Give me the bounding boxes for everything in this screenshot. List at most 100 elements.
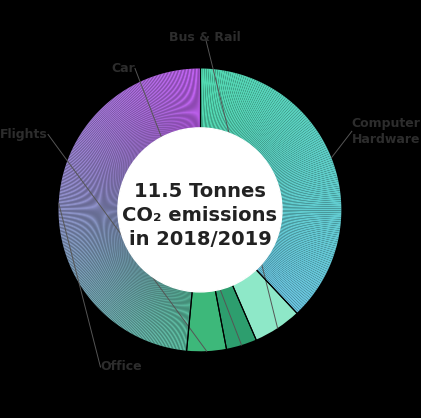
Wedge shape (68, 157, 124, 180)
Wedge shape (282, 213, 341, 217)
Wedge shape (113, 97, 150, 145)
Wedge shape (281, 223, 339, 235)
Wedge shape (252, 100, 291, 147)
Wedge shape (121, 92, 155, 142)
Wedge shape (133, 85, 162, 138)
Wedge shape (61, 179, 120, 193)
Wedge shape (258, 110, 301, 153)
Wedge shape (170, 71, 184, 130)
Wedge shape (96, 113, 140, 154)
Wedge shape (65, 234, 122, 253)
Wedge shape (59, 216, 118, 222)
Wedge shape (235, 82, 263, 136)
Wedge shape (92, 263, 138, 303)
Wedge shape (77, 139, 129, 170)
Wedge shape (282, 199, 341, 205)
Wedge shape (174, 71, 186, 129)
Wedge shape (61, 225, 120, 237)
Wedge shape (91, 263, 137, 301)
Wedge shape (155, 75, 175, 132)
Wedge shape (271, 140, 324, 170)
Wedge shape (116, 276, 152, 325)
Wedge shape (59, 196, 118, 203)
Wedge shape (59, 203, 118, 207)
Wedge shape (128, 280, 159, 333)
Wedge shape (140, 284, 166, 339)
Wedge shape (63, 172, 121, 189)
Wedge shape (59, 213, 118, 216)
Wedge shape (100, 109, 143, 152)
Text: Car: Car (111, 62, 135, 75)
Wedge shape (268, 255, 318, 289)
Wedge shape (59, 215, 118, 220)
Wedge shape (63, 231, 121, 247)
Wedge shape (282, 206, 341, 209)
Wedge shape (275, 241, 331, 265)
Wedge shape (81, 132, 132, 165)
Wedge shape (70, 242, 125, 266)
Wedge shape (77, 138, 129, 169)
Wedge shape (280, 175, 338, 191)
Wedge shape (201, 69, 205, 128)
Wedge shape (171, 71, 184, 130)
Text: Office: Office (101, 360, 142, 374)
Wedge shape (98, 111, 141, 153)
Wedge shape (271, 250, 323, 281)
Wedge shape (234, 82, 261, 136)
Wedge shape (70, 152, 125, 177)
Wedge shape (72, 245, 126, 271)
Wedge shape (200, 69, 202, 128)
Wedge shape (69, 241, 124, 265)
Wedge shape (282, 210, 341, 213)
Wedge shape (262, 262, 309, 301)
Wedge shape (141, 81, 167, 135)
Wedge shape (87, 124, 135, 161)
Wedge shape (269, 254, 320, 287)
Wedge shape (177, 291, 187, 349)
Wedge shape (115, 96, 152, 144)
Text: Computer
Hardware: Computer Hardware (352, 117, 421, 146)
Wedge shape (119, 277, 154, 326)
Wedge shape (194, 69, 197, 128)
Wedge shape (256, 269, 298, 313)
Wedge shape (74, 247, 127, 275)
Wedge shape (279, 231, 337, 248)
Wedge shape (277, 164, 334, 185)
Wedge shape (91, 119, 137, 158)
Wedge shape (124, 90, 157, 141)
Wedge shape (276, 158, 332, 181)
Text: in 2018/2019: in 2018/2019 (128, 230, 271, 249)
Wedge shape (62, 227, 120, 242)
Wedge shape (86, 125, 134, 161)
Wedge shape (279, 229, 337, 246)
Wedge shape (272, 249, 324, 280)
Wedge shape (72, 148, 126, 175)
Wedge shape (280, 177, 338, 192)
Wedge shape (61, 185, 119, 196)
Wedge shape (164, 289, 180, 347)
Wedge shape (61, 227, 120, 240)
Wedge shape (274, 245, 328, 271)
Wedge shape (176, 70, 187, 129)
Wedge shape (105, 271, 146, 316)
Wedge shape (72, 149, 126, 176)
Wedge shape (60, 189, 119, 199)
Wedge shape (282, 201, 341, 206)
Wedge shape (260, 265, 305, 306)
Wedge shape (102, 107, 144, 150)
Wedge shape (253, 102, 293, 148)
Wedge shape (181, 291, 190, 350)
Wedge shape (135, 283, 163, 336)
Wedge shape (59, 219, 119, 227)
Wedge shape (187, 291, 226, 351)
Wedge shape (229, 78, 253, 134)
Wedge shape (282, 197, 341, 204)
Wedge shape (219, 72, 236, 130)
Wedge shape (157, 74, 176, 132)
Wedge shape (88, 122, 136, 160)
Wedge shape (257, 108, 299, 152)
Wedge shape (67, 238, 123, 260)
Wedge shape (215, 285, 256, 349)
Wedge shape (158, 288, 177, 346)
Wedge shape (191, 69, 196, 128)
